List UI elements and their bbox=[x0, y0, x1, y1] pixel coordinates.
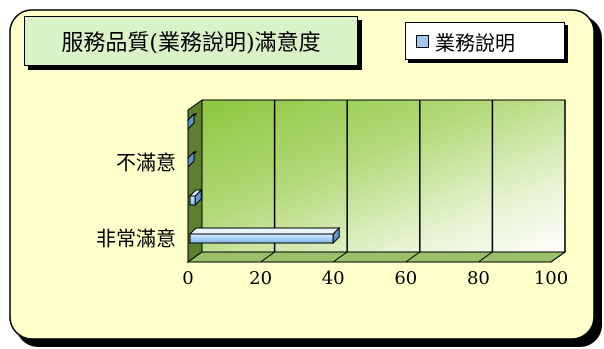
chart-legend: 業務說明 bbox=[405, 22, 565, 60]
gridline-floor bbox=[550, 251, 566, 263]
bar-end-face bbox=[194, 188, 202, 207]
y-tick-label: 非常滿意 bbox=[96, 227, 176, 251]
gridline-floor bbox=[478, 251, 493, 263]
x-tick-label: 100 bbox=[534, 268, 568, 289]
plot-back-wall bbox=[201, 99, 566, 253]
legend-swatch bbox=[416, 34, 429, 48]
bar-end-face bbox=[187, 150, 195, 169]
bar bbox=[189, 195, 196, 206]
chart-title-text: 服務品質(業務說明)滿意度 bbox=[61, 31, 321, 56]
plot-floor bbox=[186, 251, 567, 263]
x-tick-label: 0 bbox=[182, 268, 193, 289]
x-tick-label: 20 bbox=[249, 268, 272, 289]
gridline-floor bbox=[332, 251, 348, 263]
gridline-floor bbox=[405, 251, 421, 263]
gridline-floor bbox=[260, 251, 275, 263]
bar-end-face bbox=[332, 226, 340, 245]
bar-end-face bbox=[187, 112, 195, 131]
legend-label: 業務說明 bbox=[435, 30, 515, 55]
x-tick-label: 60 bbox=[394, 268, 417, 289]
bar-top-face bbox=[188, 227, 341, 235]
y-tick-label: 不滿意 bbox=[116, 151, 176, 175]
x-tick-label: 40 bbox=[322, 268, 345, 289]
bar bbox=[189, 233, 334, 244]
chart-title: 服務品質(業務說明)滿意度 bbox=[24, 16, 358, 66]
x-tick-label: 80 bbox=[467, 268, 490, 289]
